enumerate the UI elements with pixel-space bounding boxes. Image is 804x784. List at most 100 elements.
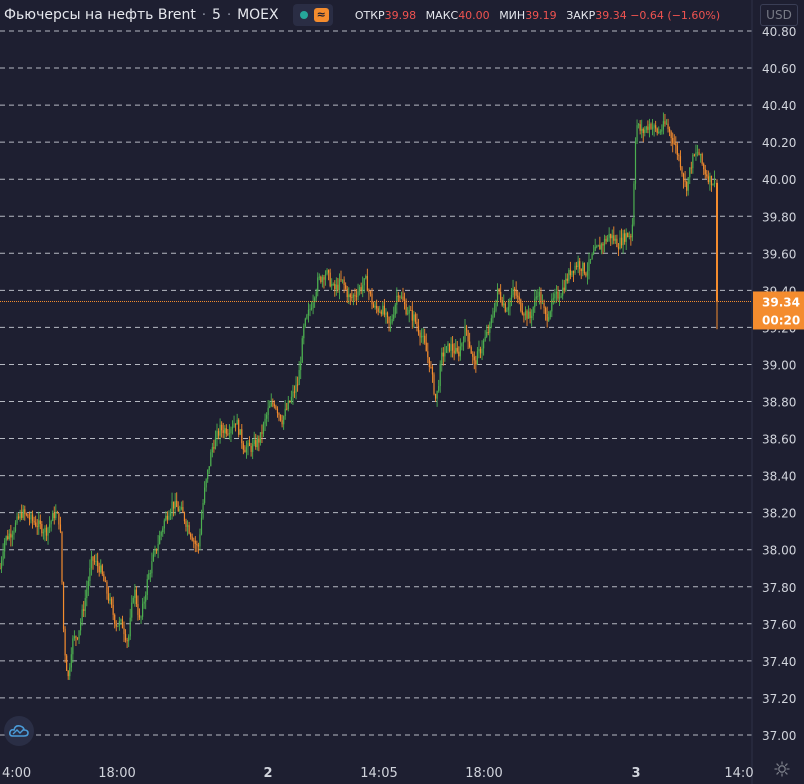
symbol-title[interactable]: Фьючерсы на нефть Brent <box>4 7 196 23</box>
candle-body <box>222 430 224 433</box>
candle-body <box>264 418 266 424</box>
candle-body <box>470 347 472 354</box>
candle-body <box>22 509 24 518</box>
candle-body <box>19 513 21 519</box>
candle-body <box>514 288 516 291</box>
candle-body <box>638 124 640 126</box>
candle-body <box>473 356 475 361</box>
y-tick-label: 38.60 <box>762 433 796 447</box>
candle-body <box>670 131 672 138</box>
candle-body <box>458 351 460 357</box>
open-value: 39.98 <box>384 8 417 22</box>
candle-body <box>81 609 83 622</box>
candle-body <box>200 517 203 535</box>
candle-body <box>436 390 438 399</box>
candle-body <box>483 340 485 349</box>
candle-body <box>323 277 325 280</box>
candle-body <box>399 296 401 298</box>
high-value: 40.00 <box>458 8 490 22</box>
candle-body <box>425 342 427 352</box>
candle-body <box>25 513 27 515</box>
time-axis[interactable]: 4:00 18:00 2 14:05 18:00 3 14:0 <box>2 766 754 781</box>
candle-body <box>703 163 705 170</box>
candle-body <box>27 514 29 518</box>
candle-body <box>510 295 513 300</box>
y-tick-label: 39.60 <box>762 247 796 261</box>
candle-body <box>106 581 108 594</box>
candle-body <box>64 628 66 656</box>
candle-body <box>421 335 423 338</box>
candle-body <box>521 310 523 315</box>
gear-icon[interactable] <box>772 759 792 779</box>
candle-body <box>634 141 637 184</box>
candle-body <box>462 341 465 344</box>
candle-body <box>565 278 567 291</box>
interval-label[interactable]: 5 <box>212 7 221 23</box>
open-label: ОТКР <box>354 8 385 22</box>
candle-body <box>442 352 444 357</box>
currency-button[interactable]: USD <box>760 4 798 26</box>
candle-body <box>369 291 372 294</box>
x-tick-label: 3 <box>631 766 640 781</box>
candle-body <box>314 298 316 303</box>
candle-body <box>665 123 668 125</box>
candle-body <box>594 246 596 252</box>
candle-body <box>681 167 683 174</box>
candle-body <box>163 520 165 529</box>
cloud-logo-icon[interactable] <box>4 716 34 746</box>
candle-body <box>484 336 486 341</box>
candles <box>0 112 718 680</box>
y-tick-label: 40.40 <box>762 99 796 113</box>
candle-body <box>447 343 449 347</box>
candle-body <box>452 344 454 351</box>
title-separator: · <box>201 7 207 23</box>
x-tick-label: 2 <box>263 766 272 781</box>
candle-body <box>503 303 505 306</box>
candle-body <box>526 311 528 319</box>
candle-body <box>532 307 534 316</box>
candle-body <box>70 654 72 668</box>
candle-body <box>422 335 424 337</box>
candle-body <box>701 153 703 164</box>
y-tick-label: 37.20 <box>762 692 796 706</box>
candle-body <box>600 243 602 250</box>
candle-body <box>275 406 277 409</box>
candle-body <box>292 391 294 397</box>
candle-body <box>134 589 136 598</box>
candle-body <box>145 594 147 602</box>
candle-body <box>259 432 261 443</box>
candle-body <box>321 277 323 282</box>
candle-body <box>290 396 292 403</box>
candle-body <box>95 560 97 562</box>
candle-body <box>709 175 711 183</box>
candle-body <box>695 152 697 156</box>
candle-body <box>205 479 207 488</box>
candle-body <box>97 560 99 567</box>
candle-body <box>155 548 158 551</box>
candle-body <box>231 426 234 429</box>
candle-body <box>152 554 155 562</box>
candle-body <box>393 314 395 320</box>
status-badges[interactable]: ≈ <box>292 4 333 26</box>
candle-body <box>371 293 373 305</box>
candle-body <box>250 445 252 452</box>
candle-body <box>38 520 40 527</box>
y-tick-label: 38.20 <box>762 507 796 521</box>
candle-body <box>496 288 499 300</box>
candle-body <box>650 124 652 129</box>
candle-body <box>238 419 240 435</box>
title-separator-2: · <box>226 7 232 23</box>
candle-body <box>173 501 175 509</box>
candle-body <box>42 532 44 534</box>
candle-body <box>98 566 100 573</box>
candle-body <box>100 565 102 573</box>
candle-body <box>627 233 629 237</box>
candle-body <box>93 560 96 562</box>
candle-body <box>261 432 263 434</box>
candle-body <box>132 597 134 603</box>
candle-body <box>135 589 137 605</box>
candle-body <box>324 273 327 280</box>
price-axis[interactable]: 40.8040.6040.4040.2040.0039.8039.6039.40… <box>762 25 796 743</box>
candle-body <box>363 278 365 286</box>
